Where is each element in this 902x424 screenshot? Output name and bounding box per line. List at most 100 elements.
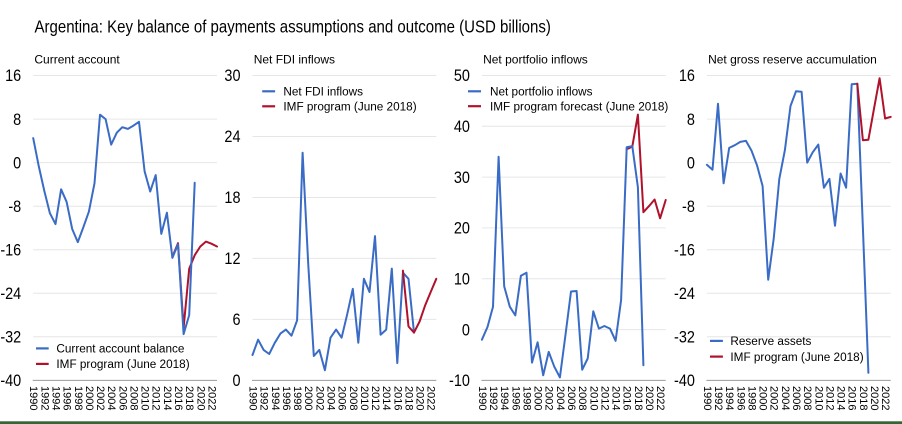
svg-text:24: 24 [224,128,240,146]
svg-text:2008: 2008 [347,386,359,410]
svg-text:IMF program (June 2018): IMF program (June 2018) [56,358,189,371]
svg-text:1994: 1994 [498,386,510,410]
svg-text:-32: -32 [674,328,695,346]
svg-text:40: 40 [454,118,470,136]
svg-text:2020: 2020 [414,386,426,410]
svg-text:-8: -8 [8,198,21,216]
svg-text:16: 16 [5,67,21,85]
svg-text:2014: 2014 [161,386,173,410]
svg-text:2018: 2018 [403,386,415,410]
svg-text:2008: 2008 [801,386,813,410]
svg-text:1996: 1996 [280,386,292,410]
svg-text:-24: -24 [0,285,21,303]
svg-text:1994: 1994 [269,386,281,410]
svg-text:2012: 2012 [823,386,835,410]
svg-text:Current account balance: Current account balance [56,343,184,356]
svg-text:2012: 2012 [150,386,162,410]
svg-text:1996: 1996 [734,386,746,410]
svg-text:2016: 2016 [172,386,184,410]
svg-text:-16: -16 [674,241,695,259]
svg-text:2008: 2008 [576,386,588,410]
svg-text:2014: 2014 [610,386,622,410]
svg-text:2022: 2022 [879,386,891,410]
svg-text:2022: 2022 [425,386,437,410]
svg-text:2000: 2000 [83,386,95,410]
svg-text:0: 0 [462,321,470,339]
svg-text:2020: 2020 [194,386,206,410]
svg-text:2012: 2012 [598,386,610,410]
svg-text:-40: -40 [0,372,21,390]
svg-text:8: 8 [13,111,21,129]
svg-text:2022: 2022 [654,386,666,410]
svg-text:2006: 2006 [790,386,802,410]
svg-text:2002: 2002 [313,386,325,410]
svg-text:2002: 2002 [94,386,106,410]
svg-text:-10: -10 [449,372,470,390]
svg-text:18: 18 [224,189,240,207]
svg-text:1998: 1998 [72,386,84,410]
svg-text:Net FDI inflows: Net FDI inflows [254,52,335,66]
svg-text:2006: 2006 [336,386,348,410]
svg-text:0: 0 [232,372,240,390]
svg-text:2016: 2016 [391,386,403,410]
svg-text:2004: 2004 [325,386,337,410]
svg-text:1998: 1998 [521,386,533,410]
svg-text:1990: 1990 [27,386,39,410]
svg-text:1996: 1996 [509,386,521,410]
svg-text:2014: 2014 [835,386,847,410]
svg-text:2000: 2000 [757,386,769,410]
svg-text:2020: 2020 [868,386,880,410]
svg-text:2010: 2010 [139,386,151,410]
svg-text:Current account: Current account [34,52,120,66]
svg-text:8: 8 [687,111,695,129]
svg-text:2016: 2016 [621,386,633,410]
svg-text:1990: 1990 [247,386,259,410]
svg-text:2006: 2006 [565,386,577,410]
svg-text:20: 20 [454,220,470,238]
svg-text:Net FDI inflows: Net FDI inflows [283,86,363,99]
svg-text:2004: 2004 [105,386,117,410]
svg-text:16: 16 [679,67,695,85]
svg-text:Argentina: Key balance of paym: Argentina: Key balance of payments assum… [35,17,551,36]
svg-text:2004: 2004 [779,386,791,410]
svg-text:12: 12 [224,250,240,268]
svg-text:IMF program (June 2018): IMF program (June 2018) [283,101,416,114]
svg-text:2002: 2002 [543,386,555,410]
svg-text:2018: 2018 [632,386,644,410]
svg-text:1994: 1994 [50,386,62,410]
svg-text:2000: 2000 [302,386,314,410]
svg-text:1992: 1992 [487,386,499,410]
svg-text:2010: 2010 [358,386,370,410]
svg-text:1996: 1996 [61,386,73,410]
svg-text:2020: 2020 [643,386,655,410]
svg-text:0: 0 [687,154,695,172]
svg-text:1994: 1994 [723,386,735,410]
svg-text:2016: 2016 [846,386,858,410]
svg-text:30: 30 [224,67,240,85]
svg-text:10: 10 [454,270,470,288]
svg-text:2006: 2006 [116,386,128,410]
svg-text:0: 0 [13,154,21,172]
svg-text:6: 6 [232,311,240,329]
svg-text:-16: -16 [0,241,21,259]
svg-text:2010: 2010 [812,386,824,410]
svg-text:-8: -8 [682,198,695,216]
svg-text:2022: 2022 [205,386,217,410]
svg-text:30: 30 [454,169,470,187]
svg-text:-32: -32 [0,328,21,346]
svg-text:-40: -40 [674,372,695,390]
svg-text:1998: 1998 [291,386,303,410]
svg-text:2000: 2000 [532,386,544,410]
svg-text:50: 50 [454,67,470,85]
svg-text:Net portfolio inflows: Net portfolio inflows [490,86,593,99]
svg-text:2002: 2002 [768,386,780,410]
svg-text:Reserve assets: Reserve assets [730,335,811,348]
svg-text:2018: 2018 [183,386,195,410]
svg-text:2018: 2018 [857,386,869,410]
svg-text:1990: 1990 [476,386,488,410]
svg-text:2012: 2012 [369,386,381,410]
svg-text:2014: 2014 [380,386,392,410]
svg-text:Net portfolio inflows: Net portfolio inflows [483,52,588,66]
svg-text:2004: 2004 [554,386,566,410]
svg-text:2008: 2008 [128,386,140,410]
